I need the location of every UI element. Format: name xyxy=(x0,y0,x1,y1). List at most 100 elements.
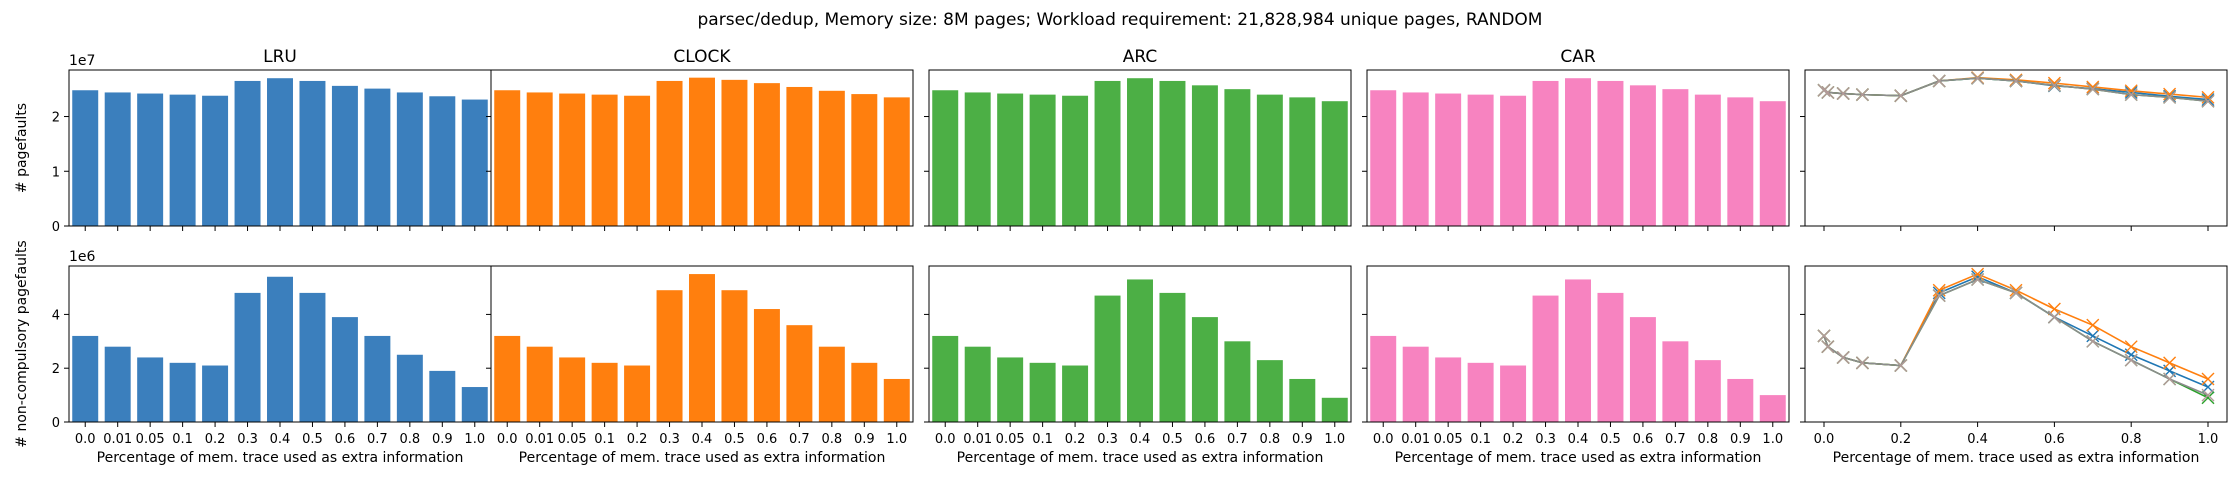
x-tick-label: 0.05 xyxy=(558,432,587,447)
point-car-0.8 xyxy=(2124,353,2138,367)
bar-lru-0.4 xyxy=(267,276,293,422)
bar-lru-0.2 xyxy=(202,95,229,226)
point-clock-0.4 xyxy=(1971,267,1985,281)
x-tick-label: 1.0 xyxy=(464,432,485,447)
bar-lru-0.5 xyxy=(299,80,326,227)
bar-clock-0.7 xyxy=(786,325,813,422)
x-tick-label: 0.0 xyxy=(1814,432,1835,447)
point-car-0.6 xyxy=(2047,78,2061,92)
bar-car-0.4 xyxy=(1565,279,1591,422)
x-tick-label: 0.7 xyxy=(1665,432,1686,447)
panel-title-clock: CLOCK xyxy=(673,47,731,67)
point-car-0.6 xyxy=(2047,310,2061,324)
point-clock-1.0 xyxy=(2201,372,2215,386)
bar-arc-0.1 xyxy=(1029,362,1056,422)
panel-clock-row-2: 0.0 0.01 0.05 0.1 0.2 0.3 0.4 0.5 0.6 0.7 0.8 0.9 1.… xyxy=(486,265,914,466)
x-tick-label: 0.01 xyxy=(1401,432,1430,447)
x-tick-label: 0.5 xyxy=(1600,432,1621,447)
scale-label-row-1: 1e7 xyxy=(69,53,95,69)
bar-lru-0.7 xyxy=(364,335,391,422)
x-tick-label: 0.8 xyxy=(822,432,843,447)
x-tick-label: 0.6 xyxy=(757,432,778,447)
point-car-0.01 xyxy=(1821,340,1835,354)
x-tick-label: 0.8 xyxy=(400,432,421,447)
bar-lru-0.5 xyxy=(299,292,326,422)
point-car-0.01 xyxy=(1821,85,1835,99)
point-lru-1.0 xyxy=(2201,93,2215,107)
bar-car-0.4 xyxy=(1565,78,1591,226)
bar-arc-0.7 xyxy=(1224,341,1251,422)
panel-car-row-2: 0.0 0.01 0.05 0.1 0.2 0.3 0.4 0.5 0.6 0.7 0.8 0.9 1.… xyxy=(1362,265,1790,466)
bar-lru-0.6 xyxy=(331,85,358,226)
x-tick-label: 0.0 xyxy=(75,432,96,447)
bar-lru-0.7 xyxy=(364,88,391,226)
bar-clock-0.9 xyxy=(851,94,878,226)
bar-arc-0.5 xyxy=(1159,292,1186,422)
bar-arc-0.4 xyxy=(1127,279,1153,422)
point-clock-0.5 xyxy=(2009,73,2023,87)
x-tick-label: 0.05 xyxy=(136,432,165,447)
x-tick-label: 0.2 xyxy=(1065,432,1086,447)
bar-arc-0.01 xyxy=(964,346,991,422)
bar-clock-0.1 xyxy=(591,94,618,226)
bar-car-0.7 xyxy=(1662,341,1689,422)
bar-clock-0.1 xyxy=(591,362,618,422)
point-car-0.4 xyxy=(1971,71,1985,85)
panel-title-car: CAR xyxy=(1560,47,1595,67)
x-tick-label: 1.0 xyxy=(886,432,907,447)
bar-arc-0.0 xyxy=(932,335,959,422)
bar-arc-0.0 xyxy=(932,90,959,227)
bar-arc-0.8 xyxy=(1256,94,1283,226)
bar-lru-0.8 xyxy=(396,92,423,226)
point-car-1.0 xyxy=(2201,388,2215,402)
bar-car-0.05 xyxy=(1435,357,1462,422)
point-car-0.0 xyxy=(1817,329,1831,343)
panel-lru-row-1: 0 1 2 xyxy=(52,69,492,235)
bar-car-0.3 xyxy=(1532,80,1559,227)
x-tick-label: 0.4 xyxy=(1967,432,1988,447)
point-car-0.2 xyxy=(1894,359,1908,373)
bar-clock-0.01 xyxy=(526,346,553,422)
y-tick-label: 1 xyxy=(52,165,60,180)
bar-lru-0.3 xyxy=(234,80,261,227)
x-tick-label: 0.05 xyxy=(1434,432,1463,447)
bar-clock-0.5 xyxy=(721,79,748,226)
x-axis-label: Percentage of mem. trace used as extra i… xyxy=(1833,450,2200,466)
bar-arc-0.6 xyxy=(1191,85,1218,226)
bar-lru-0.01 xyxy=(104,346,131,422)
bar-clock-0.2 xyxy=(624,95,651,226)
x-tick-label: 0.4 xyxy=(1568,432,1589,447)
bar-arc-0.01 xyxy=(964,92,991,226)
x-tick-label: 0.3 xyxy=(659,432,680,447)
bar-clock-0.9 xyxy=(851,362,878,422)
y-tick-label: 2 xyxy=(52,362,60,377)
bar-car-0.2 xyxy=(1500,365,1527,422)
bar-lru-0.3 xyxy=(234,292,261,422)
bar-lru-0.01 xyxy=(104,92,131,226)
bar-car-0.7 xyxy=(1662,89,1689,226)
x-tick-label: 0.2 xyxy=(627,432,648,447)
bar-lru-0.05 xyxy=(137,93,164,227)
bar-clock-0.3 xyxy=(656,80,683,227)
panel-lru-row-2: 0 2 4 0.0 0.01 0.05 0.1 0.2 0.3 0.4 0.5 0.6 0.7 0.8 0.… xyxy=(52,265,492,466)
panel-comparison-row-2: 0.0 0.2 0.4 0.6 0.8 1.0 Percentage of mem. tra… xyxy=(1800,265,2228,466)
y-tick-label: 2 xyxy=(52,111,60,126)
x-tick-label: 0.4 xyxy=(692,432,713,447)
bar-lru-0.6 xyxy=(331,317,358,422)
bar-lru-0.4 xyxy=(267,78,293,226)
bar-clock-1.0 xyxy=(883,378,910,422)
y-axis-label-row-2: # non-compulsory pagefaults xyxy=(14,240,30,447)
bar-car-0.8 xyxy=(1694,94,1721,226)
x-tick-label: 1.0 xyxy=(1762,432,1783,447)
x-tick-label: 1.0 xyxy=(2198,432,2219,447)
x-tick-label: 0.1 xyxy=(1470,432,1491,447)
bar-clock-0.8 xyxy=(818,90,845,226)
x-tick-label: 0.6 xyxy=(1633,432,1654,447)
bar-lru-0.8 xyxy=(396,354,423,422)
bar-clock-0.4 xyxy=(689,77,715,227)
x-tick-label: 0.3 xyxy=(237,432,258,447)
x-tick-label: 0.0 xyxy=(497,432,518,447)
x-tick-label: 0.5 xyxy=(1162,432,1183,447)
